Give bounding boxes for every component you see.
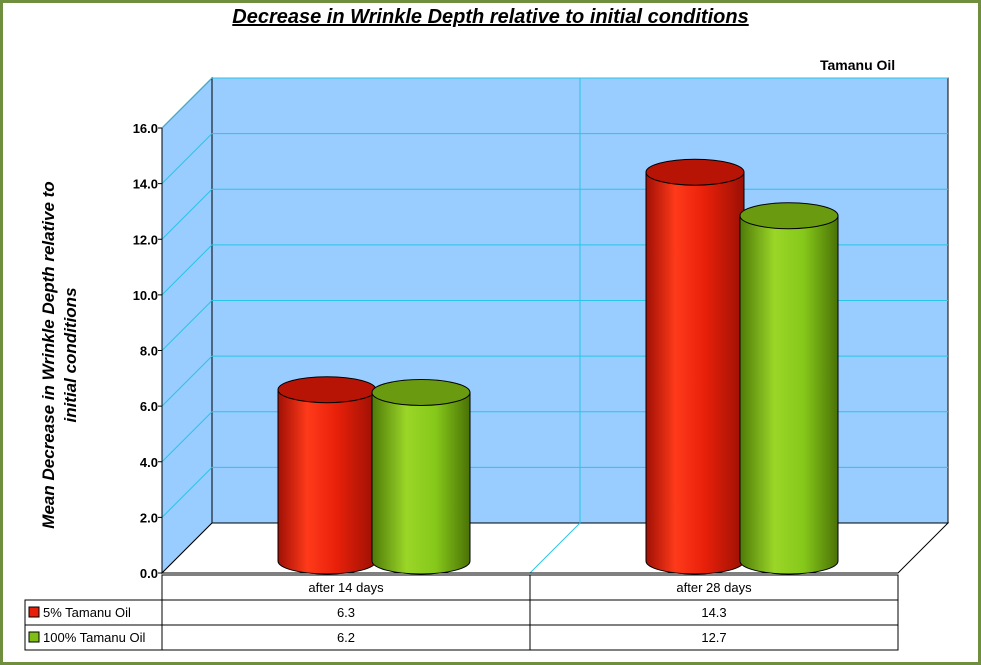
bar-top xyxy=(371,378,471,406)
bar-top xyxy=(277,376,377,404)
table-value: 12.7 xyxy=(701,630,726,645)
gridline xyxy=(161,411,213,463)
chart-title: Decrease in Wrinkle Depth relative to in… xyxy=(232,6,749,28)
y-tick-label: 0.0 xyxy=(140,566,158,581)
bar-body xyxy=(645,171,745,575)
y-tick-label: 2.0 xyxy=(140,510,158,525)
gridline xyxy=(161,244,213,296)
table-cell xyxy=(161,624,531,651)
corner-label: Tamanu Oil xyxy=(820,57,896,73)
table-row-label-cell xyxy=(24,624,163,651)
table-value: 6.2 xyxy=(337,630,355,645)
y-tick-label: 8.0 xyxy=(140,344,158,359)
gridline xyxy=(161,188,213,240)
y-tick-label: 16.0 xyxy=(133,121,158,136)
table-cell xyxy=(161,599,531,626)
table-cell xyxy=(529,624,899,651)
y-tick-label: 12.0 xyxy=(133,232,158,247)
table-value: 14.3 xyxy=(701,605,726,620)
bar-body xyxy=(739,215,839,575)
category-divider xyxy=(529,522,581,574)
gridline xyxy=(161,355,213,407)
gridline xyxy=(161,300,213,351)
bar-0-1 xyxy=(645,158,745,575)
table-header-cell xyxy=(161,574,531,601)
bar-top xyxy=(645,158,745,186)
legend-swatch xyxy=(28,631,40,643)
legend-label: 5% Tamanu Oil xyxy=(43,605,131,620)
legend-label: 100% Tamanu Oil xyxy=(43,630,145,645)
table-header-label: after 14 days xyxy=(308,580,384,595)
legend-swatch xyxy=(28,606,40,618)
gridline xyxy=(161,133,213,184)
bar-1-0 xyxy=(371,378,471,575)
bar-0-0 xyxy=(277,376,377,575)
gridline xyxy=(161,467,213,518)
bar-1-1 xyxy=(739,202,839,575)
table-value: 6.3 xyxy=(337,605,355,620)
table-header-label: after 28 days xyxy=(676,580,752,595)
y-tick-label: 6.0 xyxy=(140,399,158,414)
bar-top xyxy=(739,202,839,230)
y-tick-label: 14.0 xyxy=(133,177,158,192)
table-cell xyxy=(529,599,899,626)
gridline xyxy=(161,77,213,129)
bar-body xyxy=(277,389,377,575)
y-tick-label: 10.0 xyxy=(133,288,158,303)
bar-body xyxy=(371,391,471,575)
table-header-cell xyxy=(529,574,899,601)
y-tick-label: 4.0 xyxy=(140,455,158,470)
